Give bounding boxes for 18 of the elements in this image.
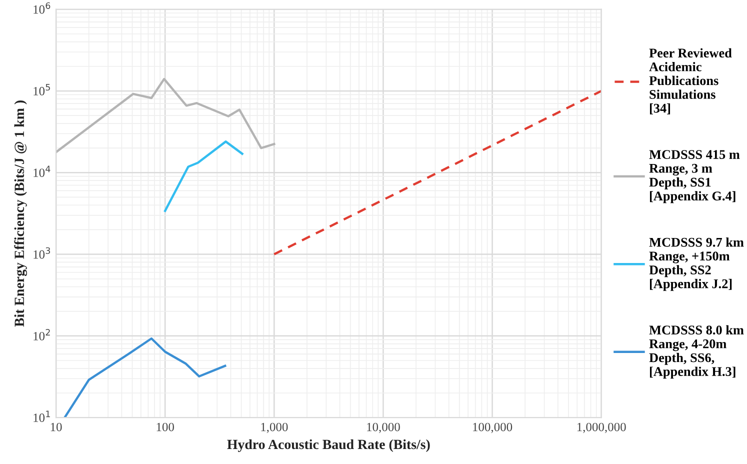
y-tick-label: 10$^{4}$ (34, 166, 50, 177)
legend-label: MCDSSS 9.7 km Range, +150m Depth, SS2 [Appendix J.2] (649, 237, 744, 291)
y-tick-label: 10$^{3}$ (34, 247, 50, 259)
legend-label: MCDSSS 415 m Range, 3 m Depth, SS1 [Appendix G.4] (649, 150, 740, 204)
y-tick-label: 10$^{6}$ (34, 2, 50, 14)
x-tick-label: 1,000,000 (577, 422, 626, 434)
x-tick-label: 10 (50, 422, 62, 432)
y-tick-label: 10$^{2}$ (34, 328, 50, 340)
x-axis-title: Hydro Acoustic Baud Rate (Bits/s) (227, 439, 430, 452)
legend-label: MCDSSS 8.0 km Range, 4-20m Depth, SS6, [Appendix H.3] (649, 325, 744, 379)
y-tick-label: 10$^{5}$ (34, 84, 50, 96)
x-tick-label: 10,000 (367, 422, 400, 434)
x-tick-label: 100 (156, 422, 174, 432)
y-tick-label: 10$^{1}$ (34, 410, 50, 422)
x-tick-label: 100,000 (473, 422, 512, 434)
y-axis-title: Bit Energy Efficiency (Bits/J @ 1 km ) (14, 100, 27, 327)
legend-label: Peer Reviewed Acidemic Publications Simulations [34] (649, 48, 732, 114)
x-tick-label: 1,000 (261, 422, 288, 434)
